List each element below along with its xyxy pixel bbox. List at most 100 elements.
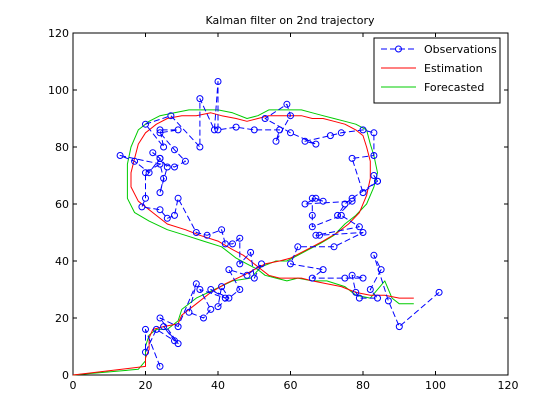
data-point	[181, 157, 189, 165]
data-point	[160, 143, 168, 151]
data-point	[207, 305, 215, 313]
data-point	[308, 223, 316, 231]
data-point	[359, 274, 367, 282]
chart-title: Kalman filter on 2nd trajectory	[206, 14, 375, 27]
x-tick-label: 60	[284, 379, 298, 392]
data-point	[301, 200, 309, 208]
data-point	[283, 100, 291, 108]
series-line-observations	[119, 81, 440, 367]
data-point	[200, 314, 207, 322]
series-estimation	[72, 112, 414, 376]
data-point	[276, 126, 284, 134]
data-point	[156, 154, 164, 162]
data-point	[163, 163, 171, 171]
data-point	[312, 194, 320, 202]
data-point	[261, 115, 269, 122]
data-point	[312, 140, 320, 148]
legend-label: Estimation	[424, 62, 483, 75]
data-point	[160, 323, 168, 331]
y-tick-label: 80	[55, 141, 69, 154]
data-point	[192, 280, 200, 288]
data-point	[163, 214, 171, 222]
data-point	[355, 294, 363, 302]
data-point	[214, 303, 222, 311]
data-point	[308, 194, 316, 202]
data-point	[207, 286, 215, 293]
x-tick-label: 120	[498, 379, 519, 392]
data-point	[142, 325, 149, 333]
data-point	[156, 314, 164, 322]
data-point	[218, 283, 226, 291]
data-point	[326, 132, 334, 140]
y-tick-label: 20	[55, 312, 69, 325]
data-point	[359, 229, 367, 236]
data-point	[250, 126, 258, 134]
data-point	[142, 169, 149, 177]
data-point	[348, 271, 356, 279]
data-point	[203, 231, 211, 239]
data-point	[138, 203, 146, 211]
data-point	[229, 240, 236, 248]
data-point	[174, 194, 182, 202]
data-point	[142, 194, 149, 202]
data-point	[116, 152, 124, 159]
data-point	[348, 197, 356, 205]
axis-ticks: 0 20 40 60 80 100 120 0 20 40 60 80 100 120	[48, 27, 519, 392]
data-point	[341, 200, 349, 208]
data-point	[435, 288, 443, 296]
data-point	[250, 274, 258, 282]
data-point	[171, 211, 178, 219]
data-point	[359, 126, 367, 134]
data-point	[319, 266, 327, 274]
series-line-estimation	[72, 112, 414, 376]
y-tick-label: 60	[55, 198, 69, 211]
data-point	[312, 231, 320, 239]
data-point	[225, 294, 233, 302]
x-tick-label: 80	[356, 379, 370, 392]
data-point	[149, 149, 157, 157]
x-tick-label: 40	[211, 379, 225, 392]
data-point	[374, 294, 381, 302]
data-point	[196, 286, 204, 293]
data-point	[210, 126, 218, 134]
x-tick-label: 0	[70, 379, 77, 392]
data-point	[156, 362, 164, 370]
data-point	[308, 211, 316, 219]
data-point	[287, 260, 294, 268]
series-line-forecasted	[72, 109, 414, 376]
data-point	[377, 266, 385, 274]
data-point	[348, 154, 356, 162]
data-point	[330, 243, 338, 251]
data-point	[214, 126, 222, 134]
data-point	[287, 129, 294, 137]
data-point	[308, 274, 316, 282]
data-point	[352, 288, 360, 296]
data-point	[156, 189, 164, 197]
data-point	[174, 323, 182, 331]
data-point	[247, 248, 255, 256]
data-point	[370, 172, 378, 179]
data-point	[225, 266, 233, 274]
legend-label: Forecasted	[424, 81, 484, 94]
data-point	[174, 340, 182, 348]
x-tick-label: 20	[139, 379, 153, 392]
data-point	[243, 271, 251, 279]
data-point	[272, 137, 280, 145]
data-point	[131, 157, 139, 165]
data-point	[319, 197, 327, 205]
legend-item-estimation: Estimation	[381, 62, 483, 75]
data-point	[334, 211, 342, 219]
data-point	[221, 294, 229, 302]
legend-label: Observations	[424, 43, 497, 56]
data-point	[301, 137, 309, 145]
data-point	[167, 112, 175, 120]
data-point	[316, 231, 323, 239]
data-point	[370, 251, 378, 259]
data-point	[185, 308, 193, 316]
data-point	[218, 226, 226, 234]
data-point	[160, 174, 168, 182]
data-point	[192, 229, 200, 236]
data-point	[156, 129, 164, 137]
data-point	[258, 260, 265, 268]
data-point	[171, 163, 178, 171]
